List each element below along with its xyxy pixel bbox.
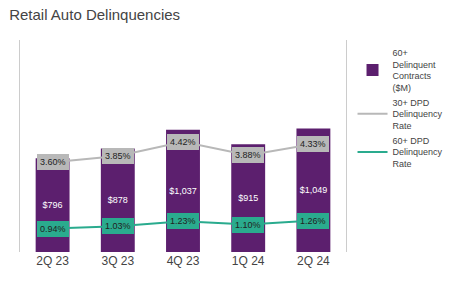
svg-text:3Q 23: 3Q 23 xyxy=(101,254,134,268)
svg-text:4Q 23: 4Q 23 xyxy=(167,254,200,268)
svg-text:4.33%: 4.33% xyxy=(300,139,326,149)
svg-text:2Q 23: 2Q 23 xyxy=(36,254,69,268)
svg-text:Retail Auto Delinquencies: Retail Auto Delinquencies xyxy=(9,6,180,23)
svg-text:1.23%: 1.23% xyxy=(170,216,196,226)
svg-text:3.60%: 3.60% xyxy=(40,157,66,167)
svg-text:$1,049: $1,049 xyxy=(300,185,328,195)
svg-text:$1,037: $1,037 xyxy=(169,186,197,196)
svg-text:$915: $915 xyxy=(238,193,258,203)
svg-text:1.26%: 1.26% xyxy=(300,216,326,226)
svg-text:1.03%: 1.03% xyxy=(105,221,131,231)
svg-text:1Q 24: 1Q 24 xyxy=(232,254,265,268)
svg-text:30+ DPDDelinquencyRate: 30+ DPDDelinquencyRate xyxy=(393,98,443,131)
svg-text:60+DelinquentContracts($M): 60+DelinquentContracts($M) xyxy=(393,48,437,93)
svg-text:4.42%: 4.42% xyxy=(170,137,196,147)
svg-text:2Q 24: 2Q 24 xyxy=(297,254,330,268)
svg-text:3.88%: 3.88% xyxy=(235,150,261,160)
svg-text:60+ DPDDelinquencyRate: 60+ DPDDelinquencyRate xyxy=(393,136,443,169)
svg-text:$878: $878 xyxy=(108,195,128,205)
svg-text:1.10%: 1.10% xyxy=(235,220,261,230)
svg-text:3.85%: 3.85% xyxy=(105,151,131,161)
svg-text:$796: $796 xyxy=(43,200,63,210)
svg-text:0.94%: 0.94% xyxy=(40,224,66,234)
